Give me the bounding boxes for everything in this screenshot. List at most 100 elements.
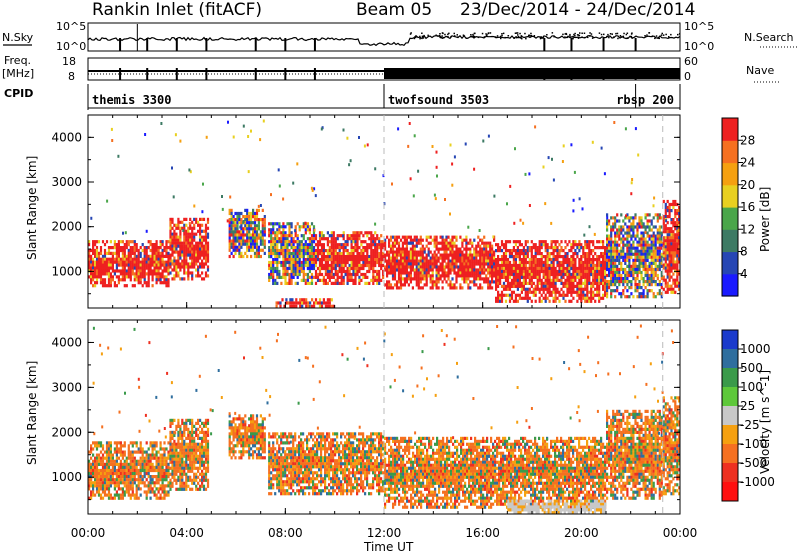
- heatmap-cell: [608, 264, 611, 268]
- heatmap-cell: [421, 256, 424, 260]
- heatmap-cell: [94, 269, 97, 273]
- heatmap-cell: [94, 472, 97, 476]
- heatmap-cell: [626, 213, 629, 217]
- heatmap-cell: [459, 283, 462, 287]
- heatmap-cell: [320, 260, 324, 265]
- heatmap-cell: [332, 240, 335, 244]
- heatmap-cell: [514, 299, 517, 303]
- heatmap-cell: [244, 221, 247, 225]
- heatmap-cell: [310, 281, 314, 285]
- heatmap-cell: [185, 241, 188, 245]
- heatmap-cell: [676, 224, 679, 228]
- heatmap-cell: [552, 252, 555, 256]
- heatmap-cell: [280, 252, 283, 256]
- heatmap-cell: [413, 247, 416, 251]
- heatmap-cell: [425, 277, 428, 281]
- heatmap-cell: [310, 240, 314, 244]
- heatmap-cell: [288, 272, 291, 277]
- heatmap-cell: [473, 283, 476, 287]
- heatmap-cell: [538, 263, 541, 268]
- heatmap-cell: [614, 258, 617, 262]
- heatmap-cell: [115, 462, 118, 466]
- heatmap-cell: [133, 481, 136, 485]
- heatmap-cell: [92, 468, 95, 473]
- heatmap-cell: [145, 272, 148, 276]
- heatmap-cell: [268, 222, 271, 226]
- heatmap-cell: [129, 459, 132, 463]
- heatmap-cell: [332, 272, 335, 277]
- heatmap-cell: [185, 229, 188, 233]
- heatmap-cell: [386, 274, 389, 278]
- heatmap-cell: [572, 263, 575, 268]
- heatmap-cell: [427, 235, 430, 239]
- heatmap-cell: [149, 272, 152, 276]
- heatmap-cell: [236, 211, 239, 216]
- heatmap-cell: [187, 229, 190, 233]
- heatmap-cell: [495, 260, 498, 265]
- heatmap-cell: [185, 217, 188, 221]
- heatmap-cell: [145, 490, 148, 494]
- heatmap-cell: [464, 142, 467, 146]
- heatmap-cell: [620, 246, 623, 250]
- heatmap-cell: [259, 230, 262, 234]
- heatmap-cell: [536, 260, 539, 265]
- heatmap-cell: [354, 240, 357, 244]
- heatmap-cell: [558, 299, 561, 303]
- heatmap-cell: [263, 242, 266, 246]
- heatmap-cell: [544, 243, 547, 247]
- heatmap-cell: [429, 268, 432, 272]
- heatmap-cell: [483, 244, 486, 248]
- heatmap-cell: [411, 262, 414, 266]
- heatmap-cell: [540, 284, 543, 288]
- heatmap-cell: [447, 241, 450, 245]
- heatmap-cell: [88, 260, 91, 264]
- heatmap-cell: [137, 472, 140, 476]
- heatmap-cell: [103, 248, 107, 253]
- heatmap-cell: [568, 287, 571, 291]
- heatmap-cell: [348, 163, 351, 167]
- heatmap-cell: [372, 263, 375, 268]
- heatmap-cell: [240, 211, 243, 216]
- heatmap-cell: [528, 290, 531, 294]
- heatmap-cell: [121, 465, 124, 469]
- heatmap-cell: [177, 253, 180, 257]
- heatmap-cell: [445, 247, 448, 251]
- heatmap-cell: [522, 252, 525, 256]
- heatmap-cell: [590, 252, 593, 256]
- heatmap-cell: [259, 254, 262, 259]
- heatmap-cell: [500, 255, 504, 259]
- heatmap-cell: [169, 217, 172, 221]
- heatmap-cell: [155, 251, 158, 255]
- heatmap-cell: [296, 266, 299, 271]
- heatmap-cell: [111, 275, 114, 279]
- heatmap-cell: [514, 147, 516, 151]
- heatmap-cell: [572, 240, 575, 244]
- heatmap-cell: [334, 237, 337, 241]
- heatmap-cell: [257, 204, 260, 208]
- heatmap-cell: [94, 243, 97, 247]
- heatmap-cell: [123, 272, 126, 276]
- heatmap-cell: [125, 462, 128, 466]
- heatmap-cell: [147, 272, 150, 276]
- heatmap-cell: [119, 447, 122, 451]
- heatmap-cell: [370, 252, 373, 256]
- heatmap-cell: [598, 260, 601, 265]
- heatmap-cell: [610, 246, 613, 250]
- heatmap-cell: [187, 250, 190, 254]
- heatmap-cell: [497, 290, 500, 294]
- heatmap-cell: [172, 195, 175, 199]
- heatmap-cell: [111, 269, 114, 273]
- heatmap-cell: [386, 262, 389, 266]
- heatmap-cell: [197, 253, 200, 257]
- heatmap-cell: [628, 270, 631, 275]
- heatmap-cell: [658, 264, 661, 268]
- heatmap-cell: [520, 281, 523, 285]
- heatmap-cell: [310, 266, 314, 271]
- heatmap-cell: [612, 225, 615, 229]
- heatmap-cell: [514, 272, 517, 277]
- heatmap-cell: [255, 254, 259, 259]
- heatmap-cell: [419, 238, 422, 242]
- heatmap-cell: [330, 258, 333, 262]
- heatmap-cell: [425, 259, 428, 263]
- heatmap-cell: [636, 289, 639, 293]
